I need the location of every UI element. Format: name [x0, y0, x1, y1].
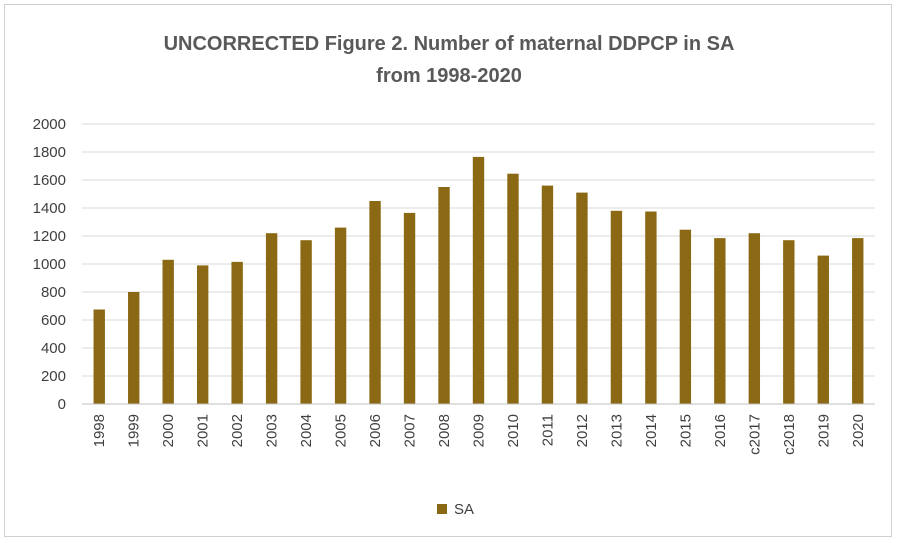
y-tick-label: 800	[41, 284, 66, 301]
x-tick-label: 2002	[229, 414, 246, 447]
bar-2001	[196, 265, 209, 404]
bar-1998	[93, 309, 105, 404]
x-tick-label: c2018	[781, 414, 798, 455]
legend-label-sa: SA	[454, 501, 474, 518]
y-axis-ticks: 0 200 400 600 800 1000 1200 1400 1600 1800 2000	[33, 116, 66, 413]
y-tick-label: 1200	[33, 228, 66, 245]
y-tick-label: 2000	[33, 116, 66, 133]
bar-2012	[576, 192, 588, 404]
x-tick-label: 2006	[367, 414, 384, 447]
x-tick-label: 2016	[712, 414, 729, 447]
y-tick-label: 1800	[33, 144, 66, 161]
x-tick-label: 2009	[471, 414, 488, 447]
y-tick-label: 200	[41, 368, 66, 385]
gridlines	[82, 123, 875, 377]
x-tick-label: 2008	[436, 414, 453, 447]
bar-2020	[852, 238, 864, 404]
chart-title: UNCORRECTED Figure 2. Number of maternal…	[164, 33, 735, 55]
bar-c2018	[783, 240, 795, 404]
x-tick-label: c2017	[746, 414, 763, 455]
x-tick-label: 1998	[91, 414, 108, 447]
x-tick-label: 2020	[850, 414, 867, 447]
y-tick-label: 600	[41, 312, 66, 329]
x-tick-label: 2003	[264, 414, 281, 447]
bar-2003	[265, 233, 278, 404]
bar-2015	[679, 229, 692, 404]
bar-c2017	[748, 233, 761, 404]
bar-2000	[162, 259, 174, 404]
x-tick-label: 2010	[505, 414, 522, 447]
bars	[93, 156, 864, 404]
bar-2007	[403, 212, 416, 404]
bar-2013	[610, 210, 623, 404]
bar-2016	[714, 238, 726, 404]
bar-2005	[334, 227, 347, 404]
bar-2008	[438, 187, 450, 404]
x-tick-label: 2014	[643, 414, 660, 447]
x-tick-label: 2019	[815, 414, 832, 447]
x-tick-label: 2015	[677, 414, 694, 447]
bar-2011	[541, 185, 554, 404]
x-tick-label: 2000	[160, 414, 177, 447]
y-tick-label: 400	[41, 340, 66, 357]
y-tick-label: 1000	[33, 256, 66, 273]
x-tick-label: 2013	[608, 414, 625, 447]
bar-2010	[507, 173, 519, 404]
x-tick-label: 1999	[126, 414, 143, 447]
chart-subtitle: from 1998-2020	[376, 65, 522, 87]
x-tick-label: 2011	[539, 414, 556, 446]
x-tick-label: 2001	[195, 414, 212, 447]
x-tick-label: 2004	[298, 414, 315, 447]
bar-1999	[128, 292, 140, 404]
bar-2002	[231, 261, 243, 404]
legend-swatch-sa	[437, 504, 447, 514]
y-tick-label: 0	[58, 396, 66, 413]
legend: SA	[437, 501, 474, 518]
bar-2019	[817, 255, 829, 404]
bar-2014	[645, 211, 657, 404]
x-tick-label: 2012	[574, 414, 591, 447]
bar-2006	[369, 201, 381, 404]
x-tick-label: 2007	[402, 414, 419, 447]
bar-2004	[300, 240, 312, 404]
x-axis-ticks: 1998 1999 2000 2001 2002 2003 2004 2005 2006 2007…	[91, 414, 867, 455]
x-tick-label: 2005	[333, 414, 350, 447]
bar-2009	[472, 156, 485, 404]
y-tick-label: 1400	[33, 200, 66, 217]
y-tick-label: 1600	[33, 172, 66, 189]
